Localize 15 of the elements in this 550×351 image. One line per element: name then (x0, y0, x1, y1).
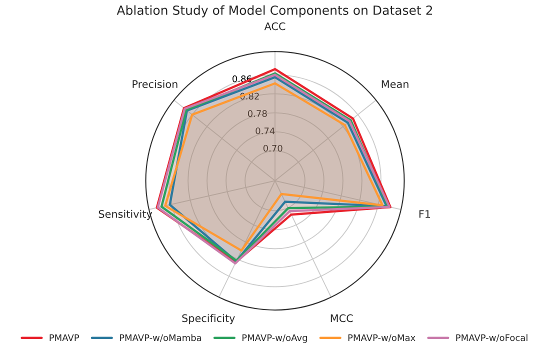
legend-label: PMAVP-w/oMamba (120, 334, 202, 342)
legend-label: PMAVP-w/oFocal (456, 334, 528, 342)
spoke-label: MCC (330, 314, 353, 322)
y-tick-label: 0.78 (248, 110, 267, 117)
legend-label: PMAVP-w/oMax (348, 334, 416, 342)
spoke-label: F1 (419, 210, 430, 218)
spoke-label: Precision (132, 80, 178, 88)
y-tick-label: 0.70 (263, 144, 282, 152)
y-tick-label: 0.74 (256, 127, 275, 134)
spoke-label: ACC (264, 22, 286, 30)
legend-label: PMAVP (50, 334, 80, 341)
legend-label: PMAVP-w/oAvg (242, 334, 307, 343)
spoke-label: Mean (382, 80, 408, 88)
spoke-label: Specificity (182, 314, 235, 324)
chart-title: Ablation Study of Model Components on Dataset 2 (116, 5, 432, 18)
